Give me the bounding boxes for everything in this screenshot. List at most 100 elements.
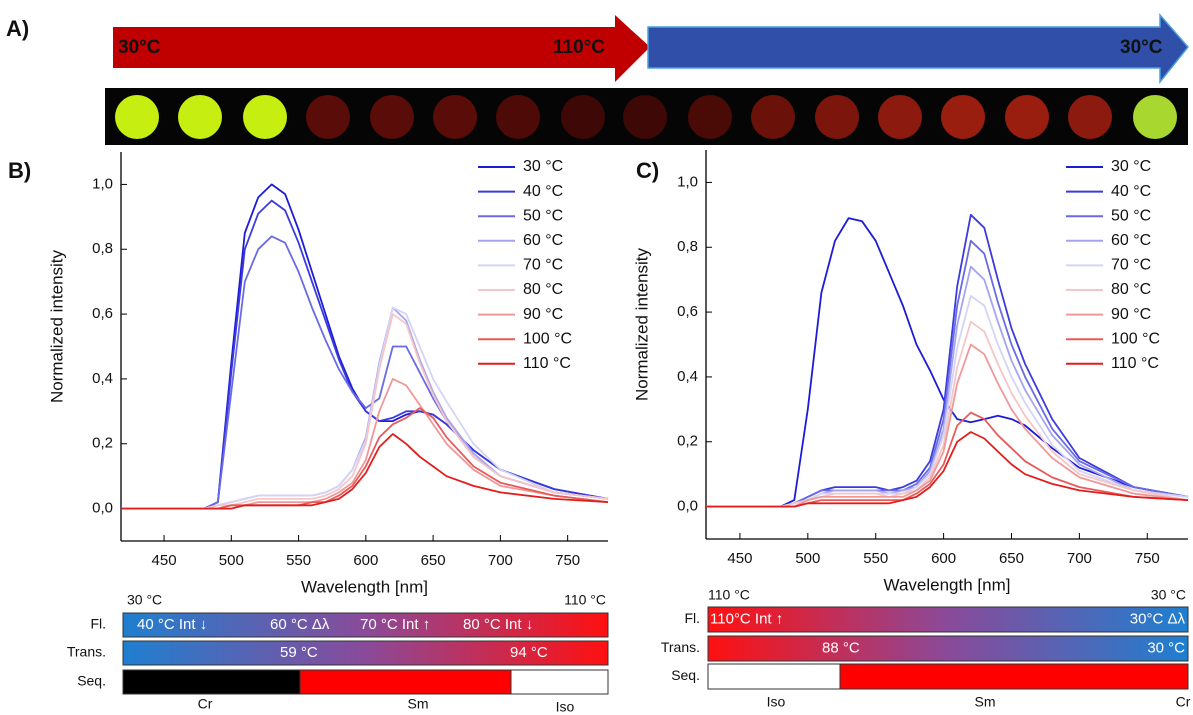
- x-tick-label: 450: [727, 550, 752, 567]
- legend-label: 70 °C: [1111, 257, 1151, 274]
- x-axis-label: Wavelength [nm]: [884, 575, 1011, 594]
- fluorescence-note: 110°C Int ↑: [710, 610, 783, 627]
- legend-label: 50 °C: [523, 207, 563, 224]
- phase-label: Cr: [198, 696, 213, 712]
- x-tick-label: 550: [286, 552, 311, 569]
- legend-label: 110 °C: [523, 355, 571, 372]
- panel-label: B): [8, 158, 31, 183]
- y-tick-label: 0,0: [92, 500, 113, 517]
- transition-note: 88 °C: [822, 639, 860, 656]
- phase-label: Sm: [975, 694, 996, 710]
- legend-label: 80 °C: [1111, 281, 1151, 298]
- arrow-label: 30°C: [118, 37, 161, 58]
- legend-label: 90 °C: [523, 306, 563, 323]
- x-tick-label: 450: [152, 552, 177, 569]
- phase-label: Iso: [556, 699, 575, 715]
- phase-label: Cr: [1176, 694, 1191, 710]
- heating-arrow: [113, 15, 650, 82]
- transition-note: 30 °C: [1147, 639, 1185, 656]
- fluorescence-note: 40 °C Int ↓: [137, 616, 207, 633]
- y-tick-label: 0,2: [677, 433, 698, 450]
- phase-segment: [299, 669, 512, 695]
- spectrum-line: [706, 343, 1189, 508]
- panel-label: C): [636, 158, 659, 183]
- transmission-bar: [707, 635, 1189, 662]
- x-tick-label: 750: [555, 552, 580, 569]
- y-tick-label: 0,0: [677, 498, 698, 515]
- x-tick-label: 750: [1135, 550, 1160, 567]
- transition-note: 59 °C: [280, 644, 318, 661]
- arrow-label: 110°C: [553, 37, 605, 58]
- spectrum-line: [121, 433, 609, 510]
- y-tick-label: 0,4: [677, 368, 698, 385]
- x-tick-label: 600: [353, 552, 378, 569]
- legend-label: 60 °C: [1111, 232, 1151, 249]
- legend-label: 80 °C: [523, 281, 563, 298]
- x-axis-label: Wavelength [nm]: [301, 577, 428, 596]
- spectrum-line: [121, 306, 609, 510]
- fluorescence-bar: [707, 606, 1189, 633]
- range-label: 30 °C: [1151, 587, 1186, 603]
- legend-label: 40 °C: [523, 183, 563, 200]
- row-label: Trans.: [67, 644, 106, 660]
- x-tick-label: 500: [795, 550, 820, 567]
- y-tick-label: 0,8: [92, 240, 113, 257]
- panel-label: A): [6, 16, 29, 41]
- row-label: Trans.: [661, 639, 700, 655]
- legend-label: 70 °C: [523, 257, 563, 274]
- legend-label: 110 °C: [1111, 355, 1159, 372]
- row-label: Fl.: [90, 616, 106, 632]
- legend-label: 40 °C: [1111, 183, 1151, 200]
- x-tick-label: 700: [1067, 550, 1092, 567]
- legend-label: 90 °C: [1111, 306, 1151, 323]
- fluorescence-note: 80 °C Int ↓: [463, 616, 533, 633]
- phase-label: Sm: [408, 696, 429, 712]
- range-label: 110 °C: [708, 587, 750, 603]
- fluorescence-note: 30°C Δλ: [1130, 610, 1186, 627]
- x-tick-label: 650: [421, 552, 446, 569]
- row-label: Seq.: [671, 667, 700, 683]
- y-axis-label: Normalized intensity: [47, 249, 66, 403]
- spectrum-line: [121, 407, 609, 510]
- y-tick-label: 0,2: [92, 435, 113, 452]
- sample-photos: [115, 95, 1177, 139]
- y-tick-label: 0,8: [677, 238, 698, 255]
- y-axis-label: Normalized intensity: [632, 247, 651, 401]
- phase-label: Iso: [767, 694, 786, 710]
- x-tick-label: 700: [488, 552, 513, 569]
- x-tick-label: 650: [999, 550, 1024, 567]
- row-label: Seq.: [77, 673, 106, 689]
- legend-label: 60 °C: [523, 232, 563, 249]
- transition-note: 94 °C: [510, 644, 548, 661]
- legend-label: 30 °C: [1111, 158, 1151, 175]
- y-tick-label: 1,0: [92, 175, 113, 192]
- transmission-bar: [122, 640, 609, 666]
- legend-label: 30 °C: [523, 158, 563, 175]
- range-label: 30 °C: [127, 592, 162, 608]
- y-tick-label: 0,6: [92, 305, 113, 322]
- y-tick-label: 0,4: [92, 370, 113, 387]
- y-tick-label: 1,0: [677, 173, 698, 190]
- spectrum-line: [706, 431, 1189, 508]
- x-tick-label: 600: [931, 550, 956, 567]
- fluorescence-bar: [122, 612, 609, 638]
- spectrum-line: [706, 239, 1189, 508]
- spectrum-line: [121, 199, 609, 510]
- x-tick-label: 500: [219, 552, 244, 569]
- arrow-label: 30°C: [1120, 37, 1163, 58]
- legend-label: 100 °C: [1111, 330, 1160, 347]
- x-tick-label: 550: [863, 550, 888, 567]
- phase-segment: [707, 663, 841, 690]
- fluorescence-note: 70 °C Int ↑: [360, 616, 430, 633]
- spectrum-line: [706, 217, 1189, 508]
- legend-label: 50 °C: [1111, 207, 1151, 224]
- phase-segment: [122, 669, 301, 695]
- phase-segment: [510, 669, 609, 695]
- y-tick-label: 0,6: [677, 303, 698, 320]
- cooling-arrow: [647, 13, 1189, 85]
- legend-label: 100 °C: [523, 330, 572, 347]
- panel-a: A) 30°C 110°C 30°C: [6, 13, 1189, 145]
- phase-segment: [839, 663, 1189, 690]
- fluorescence-note: 60 °C Δλ: [270, 616, 330, 633]
